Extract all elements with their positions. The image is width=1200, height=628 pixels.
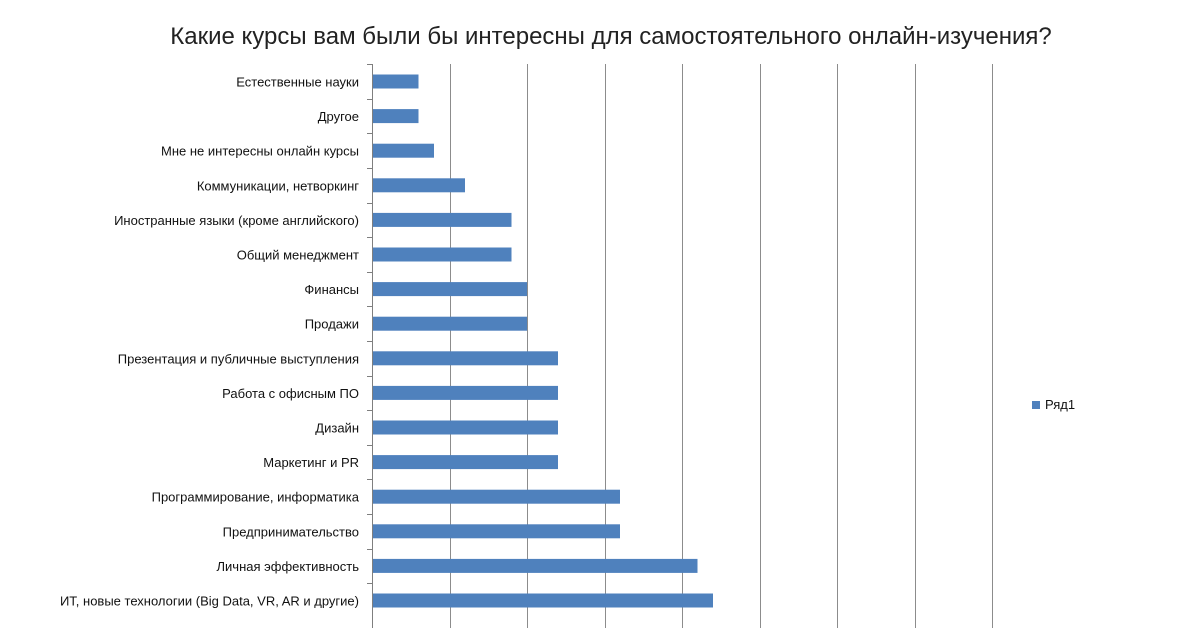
bar	[373, 282, 527, 297]
category-label: Мне не интересны онлайн курсы	[161, 144, 359, 159]
bar	[373, 524, 620, 539]
chart-title: Какие курсы вам были бы интересны для са…	[170, 23, 1052, 50]
bar	[373, 212, 512, 227]
category-label: Личная эффективность	[217, 559, 360, 574]
bar	[373, 143, 434, 158]
bars	[373, 74, 713, 608]
legend-label: Ряд1	[1045, 397, 1075, 412]
category-labels: Естественные науки Другое Мне не интересны…	[60, 75, 360, 609]
bar	[373, 74, 419, 89]
bar	[373, 455, 558, 470]
category-label: Общий менеджмент	[237, 248, 359, 263]
category-label: Предпринимательство	[223, 524, 359, 539]
bar	[373, 593, 713, 608]
category-label: Работа с офисным ПО	[222, 386, 359, 401]
bar	[373, 489, 620, 504]
bar	[373, 558, 698, 573]
category-label: ИТ, новые технологии (Big Data, VR, AR и…	[60, 594, 359, 609]
category-label: Маркетинг и PR	[263, 455, 359, 470]
gridlines	[367, 64, 993, 628]
bar	[373, 351, 558, 366]
legend-swatch	[1032, 401, 1040, 409]
bar	[373, 420, 558, 435]
category-label: Естественные науки	[236, 75, 359, 90]
bar	[373, 178, 465, 193]
category-label: Другое	[318, 109, 359, 124]
category-label: Продажи	[305, 317, 359, 332]
bar	[373, 247, 512, 262]
category-label: Иностранные языки (кроме английского)	[114, 213, 359, 228]
category-label: Дизайн	[315, 421, 359, 436]
category-label: Финансы	[304, 282, 359, 297]
bar	[373, 316, 527, 331]
category-label: Программирование, информатика	[152, 490, 360, 505]
bar	[373, 385, 558, 400]
legend: Ряд1	[1032, 397, 1075, 412]
category-label: Коммуникации, нетворкинг	[197, 178, 359, 193]
category-label: Презентация и публичные выступления	[118, 351, 359, 366]
bar	[373, 109, 419, 124]
